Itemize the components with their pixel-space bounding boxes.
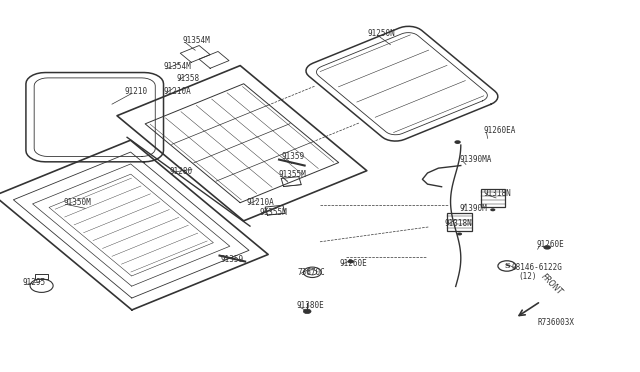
Text: 91295: 91295	[22, 278, 45, 287]
Circle shape	[457, 232, 462, 235]
Bar	[481, 189, 505, 207]
Text: 91359: 91359	[282, 152, 305, 161]
Text: 91318N: 91318N	[445, 219, 472, 228]
Text: 91210A: 91210A	[246, 198, 274, 207]
Text: 91260EA: 91260EA	[483, 126, 516, 135]
Text: (12): (12)	[518, 272, 537, 280]
Text: 73670C: 73670C	[298, 268, 325, 277]
Text: 91318N: 91318N	[483, 189, 511, 198]
Text: 91380E: 91380E	[296, 301, 324, 310]
Circle shape	[348, 260, 354, 263]
Text: 91390MA: 91390MA	[460, 155, 492, 164]
Circle shape	[490, 208, 495, 211]
Text: 91280: 91280	[170, 167, 193, 176]
Text: 08146-6122G: 08146-6122G	[512, 263, 563, 272]
Text: R736003X: R736003X	[538, 318, 575, 327]
Text: 91354M: 91354M	[182, 36, 210, 45]
Text: 91359: 91359	[221, 255, 244, 264]
Text: 91354M: 91354M	[163, 62, 191, 71]
Text: 91260E: 91260E	[536, 240, 564, 249]
Text: 91260E: 91260E	[339, 259, 367, 267]
Circle shape	[454, 140, 461, 144]
Circle shape	[303, 309, 311, 314]
Text: S: S	[504, 262, 509, 270]
Text: 91250N: 91250N	[368, 29, 396, 38]
Text: 91210: 91210	[125, 87, 148, 96]
Text: 91355M: 91355M	[278, 170, 306, 179]
Text: 91390M: 91390M	[460, 204, 487, 213]
Bar	[447, 213, 472, 231]
Text: 91358: 91358	[177, 74, 200, 83]
Text: 91350M: 91350M	[64, 198, 92, 207]
Circle shape	[543, 245, 551, 250]
Text: 91210A: 91210A	[164, 87, 191, 96]
Text: FRONT: FRONT	[540, 272, 564, 296]
Text: 91355M: 91355M	[259, 208, 287, 217]
